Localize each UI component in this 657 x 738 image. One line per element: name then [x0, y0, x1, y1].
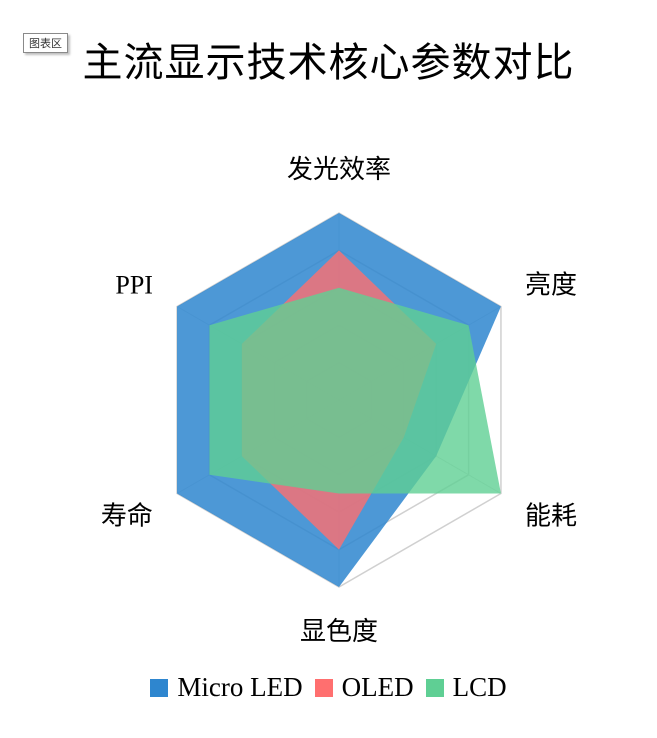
legend-swatch [314, 678, 333, 697]
legend-label: OLED [341, 672, 414, 702]
chart-area-tag[interactable]: 图表区 [23, 33, 68, 53]
axis-label: 显色度 [300, 617, 378, 647]
radar-series [177, 213, 501, 587]
legend-item[interactable]: OLED [314, 672, 414, 703]
axis-label: 能耗 [525, 502, 577, 532]
series-area-lcd [209, 287, 501, 494]
chart-title: 主流显示技术核心参数对比 [82, 40, 575, 86]
axis-label: PPI [115, 271, 153, 300]
axis-label: 亮度 [525, 271, 577, 301]
axis-label: 发光效率 [287, 155, 391, 185]
legend-swatch [150, 678, 169, 697]
axis-label: 寿命 [101, 502, 153, 532]
legend-item[interactable]: Micro LED [150, 672, 303, 703]
legend-item[interactable]: LCD [425, 672, 507, 703]
legend-swatch [425, 678, 444, 697]
chart-legend: Micro LED OLED LCD [0, 672, 657, 703]
legend-label: LCD [452, 672, 507, 702]
legend-label: Micro LED [177, 672, 303, 702]
